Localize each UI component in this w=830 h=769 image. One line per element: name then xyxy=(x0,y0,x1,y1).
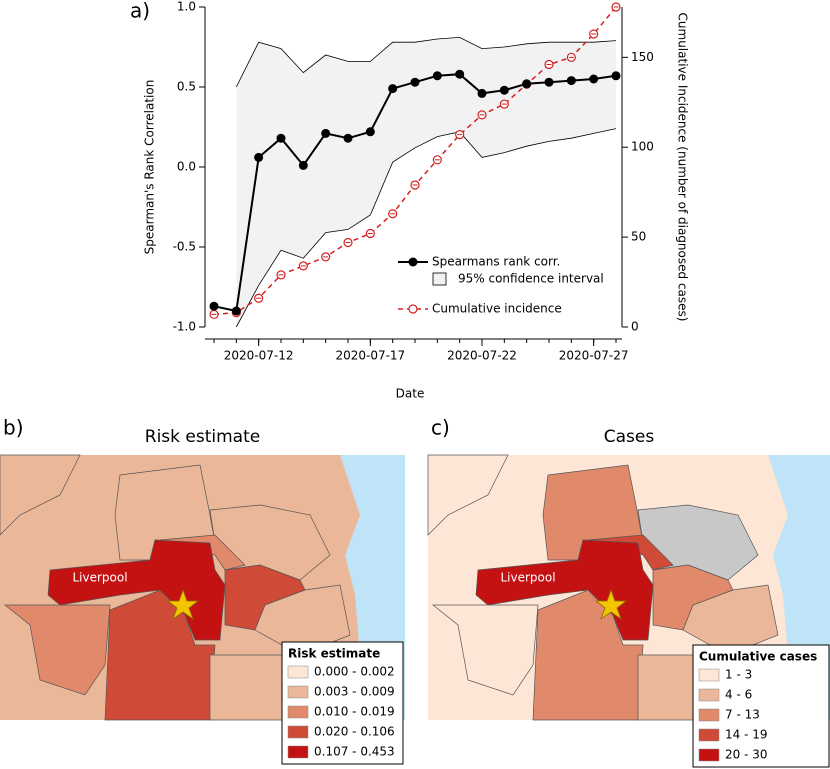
legend-swatch xyxy=(287,745,309,759)
spearman-point xyxy=(254,152,264,162)
y2-tick-label: 0 xyxy=(631,320,639,334)
region xyxy=(4,604,111,696)
x-axis-title: Date xyxy=(396,387,425,401)
spearman-point xyxy=(343,133,353,143)
map-title: Cases xyxy=(604,427,655,447)
legend-swatch xyxy=(698,748,720,762)
legend-swatch xyxy=(287,685,309,699)
spearman-point xyxy=(365,127,375,137)
spearman-point xyxy=(231,306,241,316)
spearman-point xyxy=(432,71,442,81)
map-title: Risk estimate xyxy=(145,427,260,447)
legend-swatch xyxy=(698,688,720,702)
spearman-point xyxy=(388,84,398,94)
spearman-point xyxy=(298,160,308,170)
legend-box xyxy=(692,644,830,768)
region xyxy=(47,539,226,641)
spearman-point xyxy=(276,133,286,143)
legend-label: 7 - 13 xyxy=(725,708,760,722)
panel-label: a) xyxy=(130,0,150,23)
legend-label: 0.107 - 0.453 xyxy=(314,745,395,759)
y-tick-label: 1.0 xyxy=(177,0,196,14)
legend-swatch xyxy=(698,708,720,722)
legend-marker xyxy=(408,304,418,314)
map: Liverpool xyxy=(0,454,405,721)
legend-swatch xyxy=(432,272,447,286)
x-tick-label: 2020-07-22 xyxy=(447,349,517,363)
ci-upper xyxy=(235,36,617,88)
spearman-point xyxy=(455,69,465,79)
spearman-point xyxy=(589,74,599,84)
legend-label: 0.003 - 0.009 xyxy=(314,685,395,699)
legend-label: Cumulative incidence xyxy=(432,302,562,316)
y-tick-label: -1.0 xyxy=(173,320,196,334)
y-tick-label: 0.0 xyxy=(177,160,196,174)
y2-tick-label: 100 xyxy=(631,140,654,154)
spearman-point xyxy=(522,79,532,89)
spearman-point xyxy=(499,85,509,95)
legend-swatch xyxy=(287,665,309,679)
region xyxy=(432,604,539,696)
spearman-point xyxy=(611,71,621,81)
panel-label: c) xyxy=(431,416,450,440)
legend-box xyxy=(281,641,404,765)
legend-label: 0.010 - 0.019 xyxy=(314,705,395,719)
ci-band xyxy=(236,37,617,328)
ci-lower xyxy=(235,128,617,328)
y2-axis-title: Cumulative Incidence (number of diagnose… xyxy=(676,13,690,322)
y-tick-label: -0.5 xyxy=(173,240,196,254)
spearman-point xyxy=(477,88,487,98)
legend-title: Cumulative cases xyxy=(699,650,817,664)
y-tick-label: 0.5 xyxy=(177,80,196,94)
legend-label: 1 - 3 xyxy=(725,668,752,682)
legend-swatch xyxy=(287,705,309,719)
spearman-point xyxy=(410,77,420,87)
legend-label: 0.000 - 0.002 xyxy=(314,665,395,679)
x-tick-label: 2020-07-12 xyxy=(224,349,294,363)
legend-swatch xyxy=(698,668,720,682)
x-tick-label: 2020-07-27 xyxy=(559,349,629,363)
y-axis-title: Spearman's Rank Correlation xyxy=(143,80,157,255)
legend-label: 0.020 - 0.106 xyxy=(314,725,395,739)
spearman-point xyxy=(544,77,554,87)
y2-tick-label: 50 xyxy=(631,230,646,244)
spearman-point xyxy=(566,76,576,86)
spearman-point xyxy=(209,301,219,311)
y2-tick-label: 150 xyxy=(631,50,654,64)
legend-marker xyxy=(408,257,418,267)
legend-swatch xyxy=(287,725,309,739)
place-label: Liverpool xyxy=(500,571,555,585)
spearman-point xyxy=(321,128,331,138)
region xyxy=(427,454,509,536)
legend-label: 14 - 19 xyxy=(725,728,768,742)
legend-label: 95% confidence interval xyxy=(458,272,604,286)
legend-title: Risk estimate xyxy=(288,647,380,661)
legend-label: 20 - 30 xyxy=(725,748,768,762)
legend-label: 4 - 6 xyxy=(725,688,752,702)
legend-label: Spearmans rank corr. xyxy=(432,255,560,269)
region xyxy=(475,539,654,641)
x-tick-label: 2020-07-17 xyxy=(335,349,405,363)
location-star xyxy=(166,588,200,621)
legend-swatch xyxy=(698,728,720,742)
panel-label: b) xyxy=(3,416,24,440)
region xyxy=(0,454,81,536)
place-label: Liverpool xyxy=(72,571,127,585)
location-star xyxy=(594,588,628,621)
